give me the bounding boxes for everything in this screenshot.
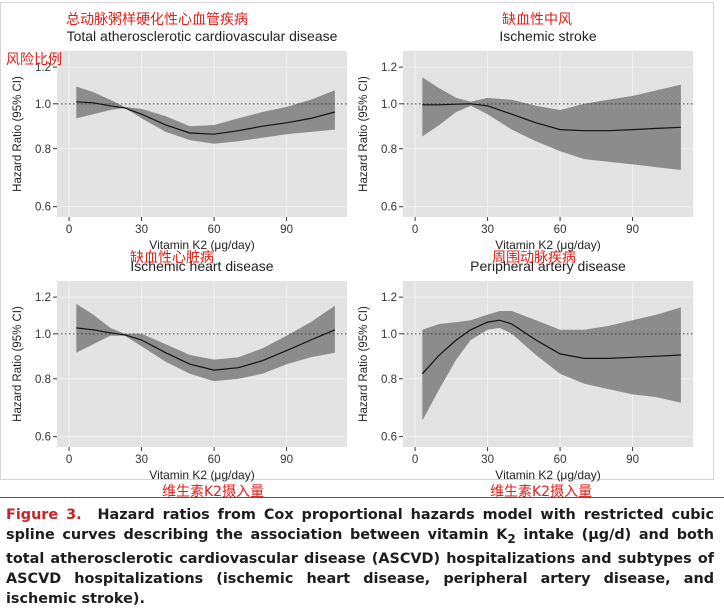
x-axis-label: Vitamin K2 (μg/day) <box>149 238 254 252</box>
figure-frame: Total atherosclerotic cardiovascular dis… <box>0 2 714 483</box>
annotation-panel3-cn: 缺血性心脏病 <box>130 250 214 266</box>
annotation-panel1-cn: 总动脉粥样硬化性心血管疾病 <box>66 12 248 28</box>
y-tick-label: 0.6 <box>381 432 397 444</box>
annotation-panel4-cn: 周围动脉疾病 <box>492 250 576 266</box>
x-tick-label: 90 <box>280 454 293 466</box>
y-tick-label: 0.8 <box>35 374 51 386</box>
chart-svg: Ischemic stroke 0 30 60 90 0.6 0.8 1.0 1.2 Vitami… <box>358 28 693 252</box>
x-tick-label: 0 <box>66 454 72 466</box>
y-tick-label: 1.2 <box>35 292 51 304</box>
y-axis-label: Hazard Ratio (95% CI) <box>358 306 370 422</box>
chart-svg: Ischemic heart disease 0 30 60 90 0.6 0.8 1.0 1.… <box>12 258 347 482</box>
y-tick-label: 1.2 <box>381 62 397 74</box>
y-tick-label: 1.2 <box>35 62 51 74</box>
x-tick-label: 0 <box>412 454 418 466</box>
x-axis-label: Vitamin K2 (μg/day) <box>495 238 600 252</box>
x-tick-label: 30 <box>135 224 148 236</box>
confidence-band <box>76 303 335 382</box>
y-tick-label: 1.0 <box>381 329 397 341</box>
annotation-panel2-cn: 缺血性中风 <box>502 12 572 28</box>
x-tick-label: 0 <box>66 224 72 236</box>
x-tick-label: 60 <box>208 454 221 466</box>
panel-ischemic-heart-disease: Ischemic heart disease 0 30 60 90 0.6 0.8 1.0 1.… <box>5 253 355 483</box>
x-tick-label: 90 <box>626 224 639 236</box>
y-tick-label: 0.8 <box>35 144 51 156</box>
x-tick-label: 30 <box>481 454 494 466</box>
y-axis-label: Hazard Ratio (95% CI) <box>358 76 370 192</box>
x-tick-label: 60 <box>208 224 221 236</box>
x-tick-label: 30 <box>481 224 494 236</box>
chart-title: Peripheral artery disease <box>470 258 626 274</box>
y-axis-label: Hazard Ratio (95% CI) <box>12 76 24 192</box>
y-tick-label: 1.0 <box>381 99 397 111</box>
x-axis-label: Vitamin K2 (μg/day) <box>495 468 600 482</box>
panel-peripheral-artery-disease: Peripheral artery disease 0 30 60 90 0.6 0.8 1.… <box>351 253 701 483</box>
panel-total-ascvd: Total atherosclerotic cardiovascular dis… <box>5 23 355 253</box>
caption-divider <box>0 497 724 498</box>
hazard-ratio-line <box>421 319 681 375</box>
y-tick-label: 0.6 <box>35 432 51 444</box>
y-tick-label: 0.8 <box>381 144 397 156</box>
y-tick-label: 0.6 <box>35 202 51 214</box>
hazard-ratio-line <box>76 101 336 135</box>
confidence-band <box>422 307 681 421</box>
chart-title: Ischemic stroke <box>499 28 596 44</box>
confidence-band <box>422 77 681 170</box>
x-axis-label: Vitamin K2 (μg/day) <box>149 468 254 482</box>
y-tick-label: 1.0 <box>35 329 51 341</box>
x-tick-label: 0 <box>412 224 418 236</box>
x-tick-label: 60 <box>554 454 567 466</box>
chart-svg: Total atherosclerotic cardiovascular dis… <box>12 28 347 252</box>
annotation-ratio-cn: 风险比例 <box>6 52 62 68</box>
y-tick-label: 0.8 <box>381 374 397 386</box>
annotation-xaxis-cn-left: 维生素K2摄入量 <box>162 484 265 500</box>
caption-text-a: Hazard ratios from Cox proportional haza… <box>6 507 714 543</box>
hazard-ratio-line <box>422 103 681 132</box>
x-tick-label: 90 <box>626 454 639 466</box>
figure-label: Figure 3. <box>6 507 82 523</box>
caption-subscript: 2 <box>507 531 516 546</box>
chart-title: Total atherosclerotic cardiovascular dis… <box>67 28 338 44</box>
chart-title: Ischemic heart disease <box>130 258 273 274</box>
annotation-xaxis-cn-right: 维生素K2摄入量 <box>490 484 593 500</box>
y-axis-label: Hazard Ratio (95% CI) <box>12 306 24 422</box>
y-tick-label: 0.6 <box>381 202 397 214</box>
chart-svg: Peripheral artery disease 0 30 60 90 0.6 0.8 1.… <box>358 258 693 482</box>
confidence-band <box>76 86 335 144</box>
x-tick-label: 90 <box>280 224 293 236</box>
y-tick-label: 1.2 <box>381 292 397 304</box>
figure-caption: Figure 3. Hazard ratios from Cox proport… <box>6 505 714 609</box>
x-tick-label: 30 <box>135 454 148 466</box>
panel-ischemic-stroke: Ischemic stroke 0 30 60 90 0.6 0.8 1.0 1.2 Vitami… <box>351 23 701 253</box>
x-tick-label: 60 <box>554 224 567 236</box>
hazard-ratio-line <box>76 327 336 371</box>
y-tick-label: 1.0 <box>35 99 51 111</box>
